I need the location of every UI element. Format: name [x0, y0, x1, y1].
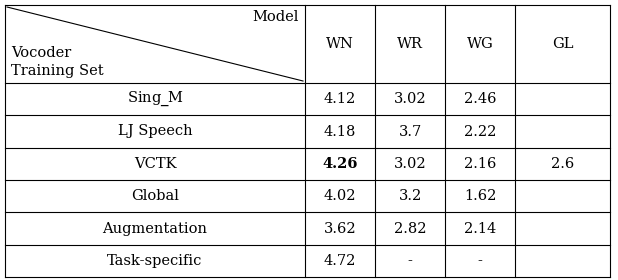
Text: Task-specific: Task-specific: [108, 254, 203, 268]
Text: 3.2: 3.2: [399, 189, 421, 203]
Text: 2.82: 2.82: [394, 221, 426, 235]
Text: 2.46: 2.46: [464, 92, 496, 106]
Text: 1.62: 1.62: [464, 189, 496, 203]
Text: Global: Global: [131, 189, 179, 203]
Text: Sing$\_$M: Sing$\_$M: [127, 90, 184, 108]
Text: 3.7: 3.7: [399, 125, 421, 139]
Text: Model: Model: [253, 10, 299, 24]
Text: 4.18: 4.18: [324, 125, 356, 139]
Text: 4.12: 4.12: [324, 92, 356, 106]
Text: Training Set: Training Set: [11, 64, 104, 78]
Text: Augmentation: Augmentation: [103, 221, 208, 235]
Text: LJ Speech: LJ Speech: [117, 125, 192, 139]
Text: WN: WN: [326, 37, 354, 51]
Text: 3.02: 3.02: [394, 92, 426, 106]
Text: WR: WR: [397, 37, 423, 51]
Text: 4.72: 4.72: [324, 254, 356, 268]
Text: 4.02: 4.02: [324, 189, 356, 203]
Text: 3.62: 3.62: [324, 221, 357, 235]
Text: 2.22: 2.22: [464, 125, 496, 139]
Text: VCTK: VCTK: [133, 157, 176, 171]
Text: 3.02: 3.02: [394, 157, 426, 171]
Text: 2.16: 2.16: [464, 157, 496, 171]
Text: -: -: [478, 254, 483, 268]
Text: 2.6: 2.6: [551, 157, 574, 171]
Text: 4.26: 4.26: [322, 157, 358, 171]
Text: GL: GL: [552, 37, 574, 51]
Text: -: -: [407, 254, 412, 268]
Text: 2.14: 2.14: [464, 221, 496, 235]
Text: WG: WG: [467, 37, 493, 51]
Text: Vocoder: Vocoder: [11, 46, 71, 60]
